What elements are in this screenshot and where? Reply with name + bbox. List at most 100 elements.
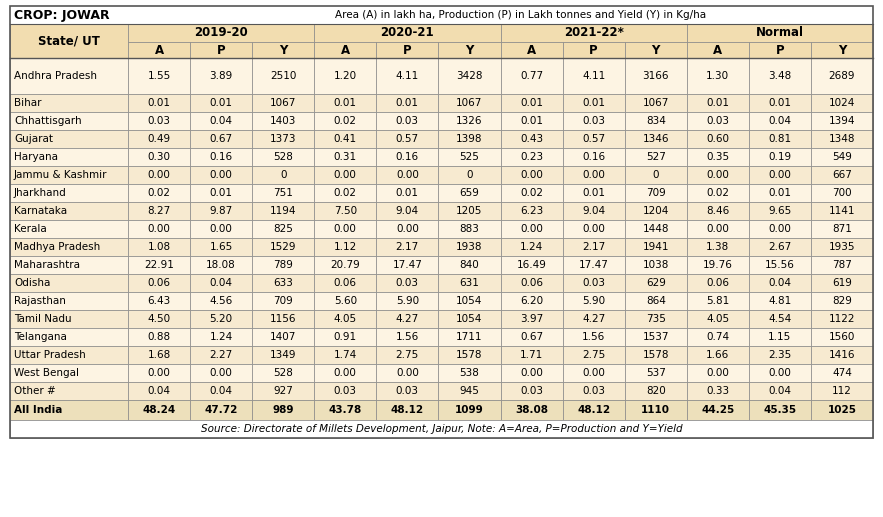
Bar [439, 364, 501, 382]
Text: A: A [527, 43, 536, 56]
Text: Tamil Nadu: Tamil Nadu [14, 314, 72, 324]
Bar [314, 58, 376, 94]
Text: 5.90: 5.90 [582, 296, 605, 306]
Bar [687, 166, 749, 184]
Bar [314, 274, 376, 292]
Bar [624, 256, 687, 274]
Bar [439, 310, 501, 328]
Text: 0: 0 [466, 170, 472, 180]
Text: Y: Y [652, 43, 660, 56]
Bar [10, 166, 128, 184]
Bar [562, 400, 624, 420]
Bar [253, 130, 314, 148]
Text: 15.56: 15.56 [765, 260, 795, 270]
Bar [190, 310, 253, 328]
Bar [624, 346, 687, 364]
Text: A: A [713, 43, 722, 56]
Text: A: A [155, 43, 163, 56]
Text: 0.00: 0.00 [209, 368, 232, 378]
Bar [687, 292, 749, 310]
Bar [501, 58, 562, 94]
Text: 5.60: 5.60 [334, 296, 357, 306]
Text: 0.41: 0.41 [334, 134, 357, 144]
Bar [687, 184, 749, 202]
Text: 1935: 1935 [829, 242, 856, 252]
Text: 537: 537 [645, 368, 666, 378]
Bar [624, 400, 687, 420]
Text: 1.74: 1.74 [334, 350, 357, 360]
Text: Bihar: Bihar [14, 98, 42, 108]
Text: 0.03: 0.03 [582, 116, 605, 126]
Bar [687, 274, 749, 292]
Bar [687, 400, 749, 420]
Text: 48.12: 48.12 [391, 405, 424, 415]
Bar [314, 292, 376, 310]
Bar [253, 364, 314, 382]
Text: 0.00: 0.00 [334, 368, 357, 378]
Bar [501, 184, 562, 202]
Text: Jharkhand: Jharkhand [14, 188, 67, 198]
Text: 0.00: 0.00 [334, 224, 357, 234]
Text: 820: 820 [645, 386, 666, 396]
Text: 0.03: 0.03 [396, 278, 419, 288]
Text: 38.08: 38.08 [515, 405, 548, 415]
Text: 1122: 1122 [829, 314, 856, 324]
Bar [376, 256, 439, 274]
Bar [439, 256, 501, 274]
Bar [501, 274, 562, 292]
Text: 871: 871 [832, 224, 852, 234]
Text: 0.77: 0.77 [520, 71, 543, 81]
Text: 0.00: 0.00 [147, 170, 170, 180]
Text: 0.00: 0.00 [520, 170, 543, 180]
Bar [253, 274, 314, 292]
Text: 1.30: 1.30 [706, 71, 729, 81]
Text: 0.01: 0.01 [147, 98, 170, 108]
Bar [624, 274, 687, 292]
Text: 2510: 2510 [270, 71, 297, 81]
Text: 0.04: 0.04 [147, 386, 170, 396]
Text: 1038: 1038 [643, 260, 669, 270]
Bar [811, 238, 873, 256]
Text: 0.01: 0.01 [768, 98, 791, 108]
Bar [562, 328, 624, 346]
Bar [190, 328, 253, 346]
Text: 1194: 1194 [270, 206, 297, 216]
Bar [624, 364, 687, 382]
Text: 0.02: 0.02 [520, 188, 543, 198]
Text: 0.03: 0.03 [147, 116, 170, 126]
Text: 0.00: 0.00 [520, 368, 543, 378]
Text: 1448: 1448 [643, 224, 669, 234]
Bar [190, 292, 253, 310]
Text: 9.87: 9.87 [209, 206, 233, 216]
Bar [128, 328, 190, 346]
Text: 48.24: 48.24 [142, 405, 176, 415]
Text: 3.48: 3.48 [768, 71, 791, 81]
Text: 0.91: 0.91 [334, 332, 357, 342]
Bar [253, 148, 314, 166]
Text: 0.16: 0.16 [396, 152, 419, 162]
Bar [749, 42, 811, 58]
Bar [811, 166, 873, 184]
Bar [314, 130, 376, 148]
Bar [128, 94, 190, 112]
Text: 1407: 1407 [270, 332, 297, 342]
Bar [749, 256, 811, 274]
Text: 8.27: 8.27 [147, 206, 170, 216]
Bar [314, 238, 376, 256]
Text: 0.23: 0.23 [520, 152, 543, 162]
Bar [687, 58, 749, 94]
Bar [811, 42, 873, 58]
Text: 2689: 2689 [829, 71, 856, 81]
Text: 0.00: 0.00 [706, 224, 729, 234]
Text: 0.31: 0.31 [334, 152, 357, 162]
Bar [501, 292, 562, 310]
Text: 2.75: 2.75 [582, 350, 605, 360]
Text: 3428: 3428 [457, 71, 483, 81]
Text: 1054: 1054 [457, 296, 483, 306]
Bar [501, 364, 562, 382]
Bar [749, 292, 811, 310]
Text: 0.01: 0.01 [706, 98, 729, 108]
Bar [439, 274, 501, 292]
Bar [811, 148, 873, 166]
Text: 1403: 1403 [270, 116, 297, 126]
